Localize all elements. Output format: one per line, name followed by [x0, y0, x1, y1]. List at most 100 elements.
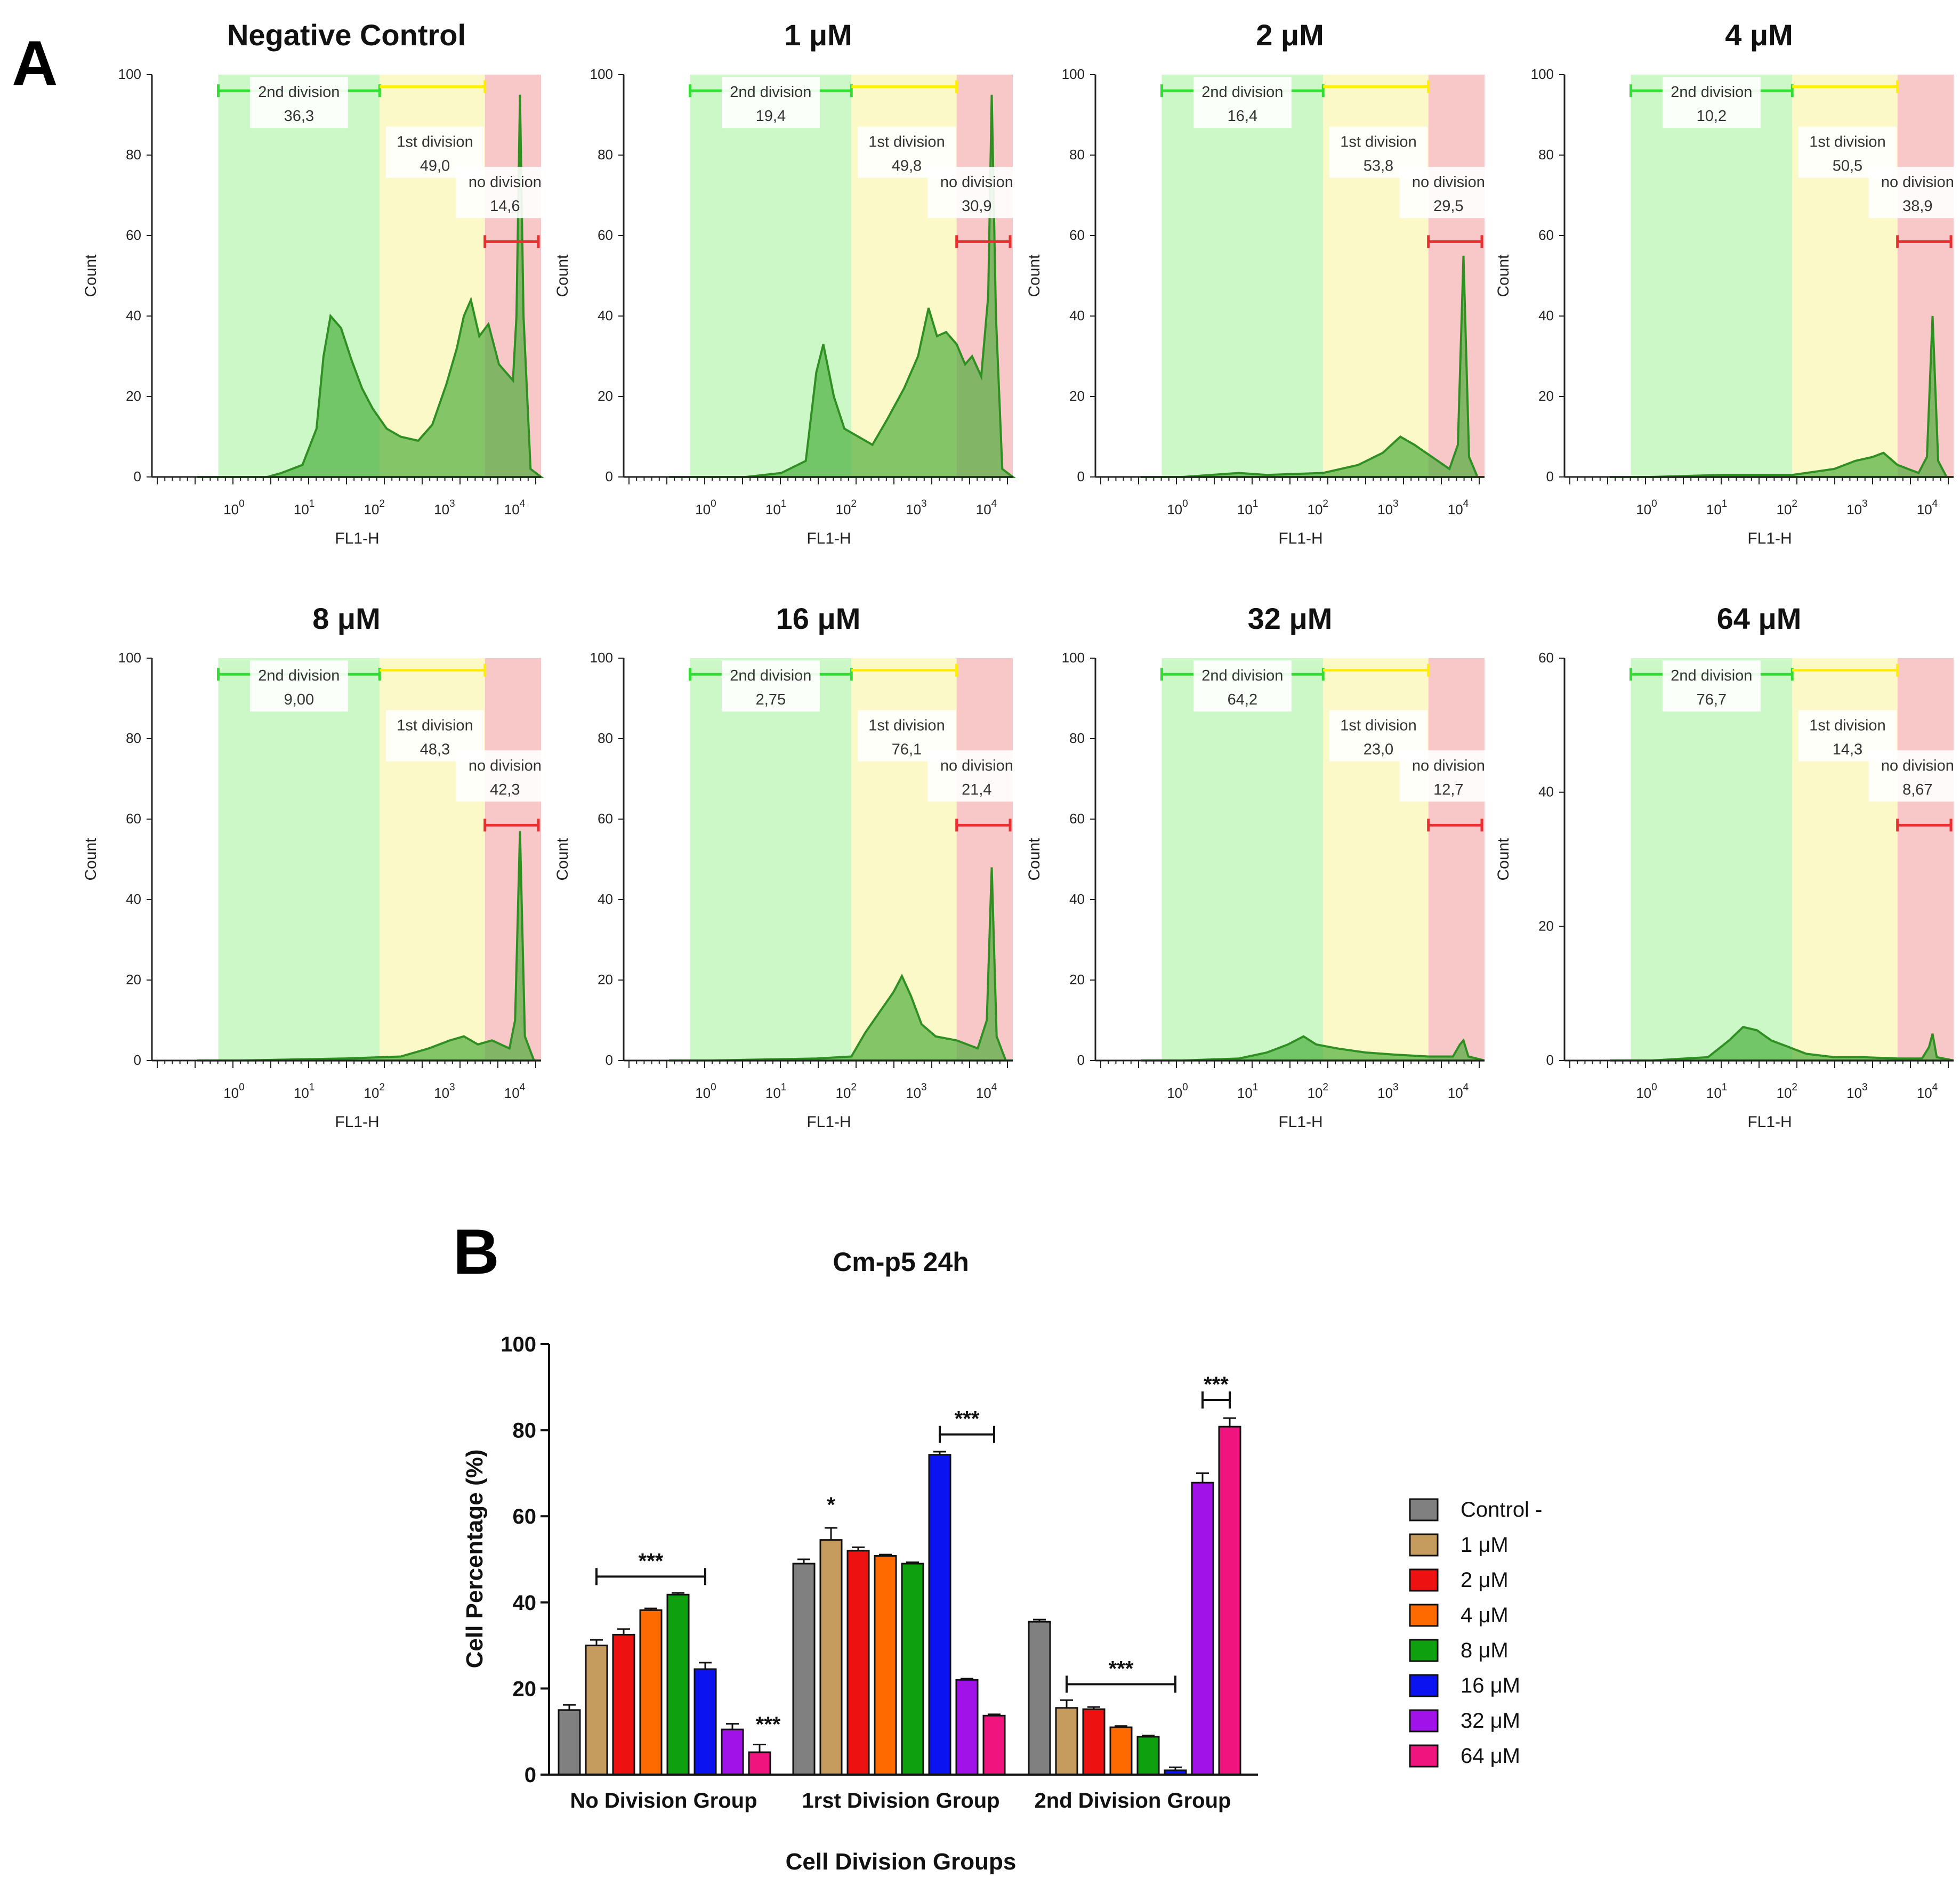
- panel-title: 8 μM: [312, 602, 381, 635]
- histogram-curve: [1141, 255, 1485, 478]
- gate-2nd-division-region: [1631, 658, 1793, 1061]
- gate-2nd-division-label: 2nd division: [1201, 667, 1283, 684]
- significance-label: ***: [756, 1713, 781, 1736]
- legend-swatch: [1409, 1674, 1439, 1697]
- x-tick-label: 100: [1167, 498, 1188, 517]
- x-tick-label: 102: [1307, 498, 1328, 517]
- x-axis-label: FL1-H: [806, 530, 851, 547]
- x-tick-label: 103: [906, 498, 927, 517]
- y-tick-label: 20: [1069, 388, 1085, 404]
- bar: [819, 1539, 843, 1776]
- gate-2nd-division-value: 16,4: [1228, 108, 1257, 125]
- gate-no-division-label: no division: [469, 757, 542, 774]
- x-tick-label: 102: [1307, 1082, 1328, 1101]
- bar: [558, 1709, 581, 1776]
- significance-label: ***: [955, 1407, 980, 1431]
- y-tick-label: 20: [126, 388, 141, 404]
- gate-no-division-label-box: [1868, 167, 1960, 218]
- gate-no-division-value: 29,5: [1433, 198, 1463, 215]
- bar: [748, 1751, 771, 1776]
- x-tick-label: 101: [294, 498, 315, 517]
- y-tick-label: 0: [1077, 1052, 1085, 1068]
- y-tick-label: 60: [1069, 227, 1085, 243]
- gate-no-division-value: 21,4: [962, 781, 991, 798]
- x-tick-label: 100: [223, 1082, 245, 1101]
- bar: [1109, 1726, 1133, 1776]
- x-tick-label: 102: [835, 498, 857, 517]
- gate-1st-division-value: 50,5: [1833, 158, 1862, 175]
- gate-no-division-label-box: [1399, 167, 1498, 218]
- y-axis-label: Count: [1026, 254, 1043, 297]
- x-category-label: 1rst Division Group: [802, 1789, 999, 1812]
- gate-1st-division-value: 48,3: [420, 741, 450, 758]
- x-tick-label: 104: [976, 498, 997, 517]
- gate-2nd-division-label-box: [249, 660, 348, 712]
- y-tick-label: 60: [1538, 227, 1554, 243]
- x-tick-label: 104: [504, 1082, 526, 1101]
- y-tick-label: 60: [513, 1505, 537, 1528]
- gate-2nd-division-value: 19,4: [756, 108, 786, 125]
- y-tick-label: 80: [598, 147, 613, 163]
- x-tick-label: 103: [1846, 498, 1868, 517]
- x-tick-label: 104: [1448, 1082, 1469, 1101]
- y-tick-label: 60: [598, 811, 613, 827]
- legend-label: 4 μM: [1461, 1604, 1509, 1627]
- y-tick-label: 100: [501, 1333, 536, 1356]
- legend-swatch: [1409, 1604, 1439, 1627]
- legend-label: 32 μM: [1461, 1709, 1520, 1733]
- y-tick-label: 80: [1069, 147, 1085, 163]
- histogram-panel: 0 20 40 60 80 100 100 101 102 103 104 FL1-H Count 2 μ…: [1026, 18, 1498, 547]
- legend-swatch: [1409, 1744, 1439, 1768]
- gate-1st-division-value: 49,0: [420, 158, 450, 175]
- x-tick-label: 102: [1776, 498, 1797, 517]
- legend-label: 64 μM: [1461, 1744, 1520, 1768]
- gate-2nd-division-region: [218, 658, 380, 1061]
- x-tick-label: 101: [765, 1082, 787, 1101]
- x-axis-label: FL1-H: [1747, 530, 1792, 547]
- x-tick-label: 103: [434, 1082, 455, 1101]
- gate-no-division-region: [1897, 75, 1954, 477]
- x-tick-label: 101: [1706, 498, 1728, 517]
- gate-no-division-label: no division: [1881, 757, 1954, 774]
- bar: [982, 1714, 1006, 1776]
- gate-no-division-label-box: [1399, 750, 1498, 802]
- bar: [639, 1609, 663, 1776]
- x-tick-label: 102: [364, 1082, 385, 1101]
- histogram-panel: 0 20 40 60 80 100 100 101 102 103 104 FL1-H Count 16 …: [554, 602, 1026, 1131]
- y-tick-label: 40: [1069, 307, 1085, 323]
- x-tick-label: 103: [906, 1082, 927, 1101]
- bar: [874, 1555, 897, 1776]
- bar: [612, 1633, 635, 1776]
- y-tick-label: 100: [1531, 66, 1554, 82]
- significance-label: ***: [1109, 1657, 1134, 1680]
- x-tick-label: 104: [1448, 498, 1469, 517]
- y-tick-label: 40: [513, 1591, 537, 1615]
- bar: [1028, 1621, 1051, 1776]
- y-axis-label: Count: [554, 254, 571, 297]
- y-tick-label: 100: [590, 66, 613, 82]
- bar: [693, 1668, 717, 1776]
- x-axis-label: FL1-H: [1278, 1113, 1322, 1131]
- y-tick-label: 0: [134, 1052, 141, 1068]
- significance-label: *: [827, 1493, 835, 1517]
- gate-2nd-division-label-box: [1193, 77, 1292, 128]
- x-tick-label: 100: [695, 1082, 716, 1101]
- x-axis-label: FL1-H: [1747, 1113, 1792, 1131]
- y-axis-label: Count: [82, 254, 100, 297]
- y-tick-label: 40: [598, 307, 613, 323]
- gate-2nd-division-region: [1162, 658, 1324, 1061]
- x-axis-label: FL1-H: [1278, 530, 1322, 547]
- histogram-curve: [197, 831, 541, 1062]
- gate-2nd-division-label: 2nd division: [1671, 84, 1752, 101]
- y-tick-label: 40: [126, 307, 141, 323]
- bar: [1191, 1482, 1214, 1776]
- gate-2nd-division-label-box: [1662, 660, 1761, 712]
- histogram-curve: [669, 94, 1016, 478]
- gate-2nd-division-label-box: [721, 77, 820, 128]
- gate-no-division-label: no division: [1881, 174, 1954, 191]
- y-tick-label: 0: [525, 1763, 536, 1787]
- y-tick-label: 100: [118, 66, 141, 82]
- bar: [585, 1645, 608, 1776]
- y-tick-label: 20: [598, 972, 613, 987]
